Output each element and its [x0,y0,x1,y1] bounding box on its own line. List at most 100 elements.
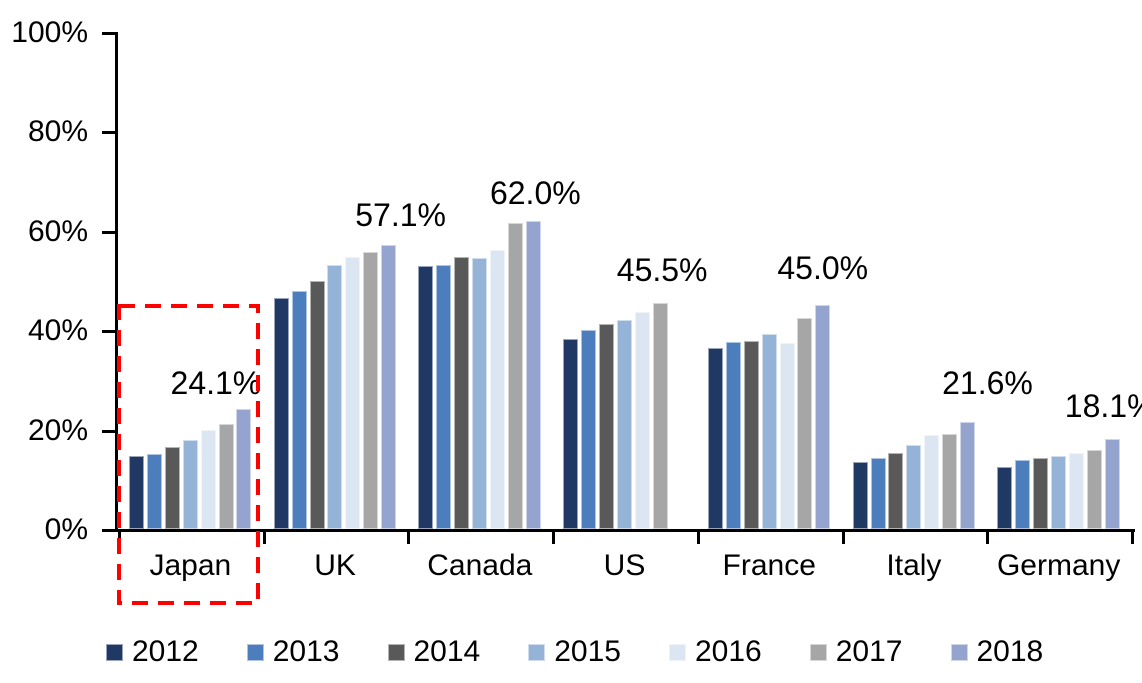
x-tick-mark [118,529,121,544]
legend-label: 2017 [835,635,903,668]
bar-canada-2014 [454,256,470,529]
bar-france-2012 [707,348,723,529]
y-tick-label: 0% [44,513,88,546]
x-tick-mark [696,529,700,544]
bar-italy-2013 [870,458,886,529]
legend-label: 2014 [413,635,481,668]
x-axis-line [115,529,1135,532]
bar-us-2015 [616,319,632,529]
bar-us-2014 [598,324,614,529]
data-label-uk: 57.1% [355,197,446,234]
legend-label: 2016 [695,635,762,668]
bar-france-2017 [797,318,813,529]
bar-japan-2013 [146,454,162,529]
bar-italy-2014 [888,452,904,529]
legend-item-2016: 2016 [669,635,762,669]
data-label-canada: 62.0% [489,174,581,211]
bar-us-2016 [634,312,650,529]
legend-item-2015: 2015 [528,635,621,669]
y-tick-label: 20% [27,413,88,447]
bar-japan-2016 [200,430,216,529]
x-tick-mark [986,529,990,544]
category-label-canada: Canada [427,549,533,582]
y-tick-mark [102,131,118,135]
category-label-france: France [722,549,816,582]
legend-item-2014: 2014 [387,635,481,669]
legend-item-2013: 2013 [246,635,340,669]
x-tick-mark [552,529,556,544]
legend-swatch-2012 [106,643,123,661]
bar-italy-2016 [924,435,940,529]
y-tick-mark [102,32,118,35]
legend-swatch-2018 [950,643,968,661]
legend-swatch-2016 [669,643,686,661]
category-label-us: US [603,549,646,582]
bar-germany-2015 [1051,455,1066,529]
bar-japan-2018 [236,409,252,529]
bar-france-2014 [743,340,759,529]
bar-japan-2012 [129,455,144,529]
bar-us-2013 [581,330,596,529]
data-label-france: 45.0% [777,250,869,287]
y-tick-label: 80% [27,115,88,149]
bar-canada-2012 [418,266,434,529]
bar-canada-2018 [525,220,541,529]
y-tick-mark [102,429,118,433]
legend-label: 2013 [272,635,340,668]
bar-uk-2013 [291,291,307,529]
bar-italy-2015 [906,445,922,529]
bar-japan-2015 [182,440,198,529]
legend-swatch-2013 [246,643,264,661]
category-label-japan: Japan [149,549,232,582]
data-label-italy: 21.6% [942,364,1033,401]
bar-canada-2013 [436,264,452,529]
legend-label: 2018 [976,635,1044,668]
data-label-us: 45.5% [616,251,708,288]
bar-italy-2017 [942,434,958,529]
legend-item-2018: 2018 [950,635,1044,669]
legend-swatch-2014 [387,643,405,661]
category-label-uk: UK [314,549,356,582]
bar-france-2013 [725,341,741,529]
bar-germany-2016 [1068,452,1084,529]
data-label-germany: 18.1% [1064,388,1142,425]
bar-uk-2015 [327,264,343,529]
bar-germany-2013 [1015,460,1031,529]
legend: 2012 2013 2014 2015 2016 2017 2018 [106,635,1043,669]
x-tick-mark [1131,529,1134,544]
x-tick-mark [262,529,266,544]
bar-italy-2018 [960,421,975,529]
legend-label: 2012 [132,635,199,668]
legend-swatch-2015 [528,643,546,661]
bar-germany-2012 [997,467,1013,529]
bar-uk-2012 [273,298,289,529]
bar-japan-2014 [164,447,180,529]
legend-item-2017: 2017 [809,635,903,669]
legend-label: 2015 [554,635,621,668]
y-tick-label: 60% [27,214,88,248]
legend-item-2012: 2012 [106,635,199,669]
bar-uk-2016 [345,256,361,529]
y-axis-line [115,32,118,532]
bar-japan-2017 [218,424,234,529]
bar-us-2012 [563,339,579,529]
bar-germany-2018 [1104,439,1120,529]
y-tick-label: 100% [11,16,88,49]
y-tick-mark [102,529,118,532]
y-tick-label: 40% [27,314,88,348]
bar-france-2016 [779,343,795,529]
bar-canada-2015 [472,257,488,529]
bar-france-2018 [815,305,831,529]
bar-italy-2012 [852,462,868,529]
x-tick-mark [841,529,845,544]
y-tick-mark [102,330,118,334]
bar-uk-2014 [309,281,325,529]
data-label-japan: 24.1% [170,365,262,402]
bar-germany-2014 [1033,457,1049,529]
bar-france-2015 [761,333,777,529]
category-label-italy: Italy [886,549,942,582]
y-tick-mark [102,230,118,234]
bar-uk-2018 [381,245,397,529]
bar-germany-2017 [1086,450,1102,529]
